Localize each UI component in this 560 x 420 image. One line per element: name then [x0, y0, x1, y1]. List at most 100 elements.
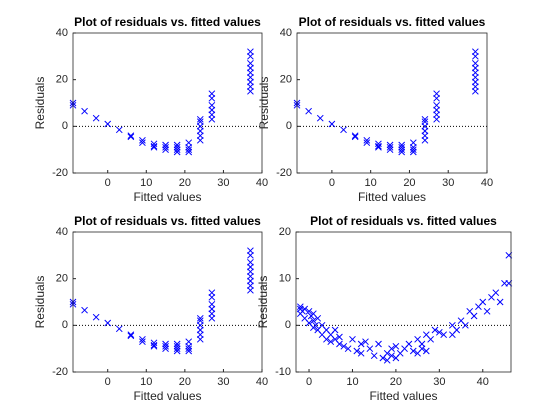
marker	[162, 146, 169, 154]
marker	[470, 312, 478, 320]
marker-stroke	[92, 313, 100, 321]
marker	[336, 333, 343, 341]
subplot-title: Plot of residuals vs. fitted values	[310, 214, 497, 228]
marker	[115, 126, 123, 134]
marker	[375, 142, 382, 150]
y-tick-label: 0	[285, 319, 291, 331]
marker-stroke	[150, 342, 158, 350]
x-tick-label: 40	[256, 376, 268, 388]
marker	[472, 48, 479, 56]
marker-stroke	[375, 340, 382, 348]
marker	[440, 331, 448, 339]
marker-stroke	[492, 289, 500, 297]
marker	[185, 148, 193, 156]
marker	[185, 146, 193, 154]
x-tick-label: 0	[329, 177, 335, 189]
marker	[483, 307, 491, 315]
marker-stroke	[421, 118, 429, 126]
marker	[296, 303, 304, 311]
marker-stroke	[296, 303, 304, 311]
marker-stroke	[340, 126, 347, 134]
marker	[127, 132, 135, 140]
marker-stroke	[375, 142, 382, 150]
marker-stroke	[196, 317, 204, 325]
marker	[310, 317, 317, 325]
marker-stroke	[386, 146, 394, 154]
marker	[398, 146, 406, 154]
marker-stroke	[479, 298, 487, 306]
marker	[139, 335, 146, 343]
marker-stroke	[104, 120, 112, 128]
marker	[340, 342, 348, 350]
subplot: 0 10 20 30 40 -20 0 20 40 Plot of residuals vs. f…	[33, 214, 268, 403]
marker	[435, 328, 443, 336]
marker	[92, 313, 100, 321]
marker	[127, 133, 135, 141]
marker-stroke	[472, 48, 479, 56]
marker-stroke	[392, 342, 400, 350]
marker	[305, 107, 312, 115]
marker	[433, 101, 440, 109]
y-tick-label: -20	[52, 366, 68, 378]
x-tick-label: 20	[179, 376, 191, 388]
marker-stroke	[405, 340, 413, 348]
marker	[398, 148, 406, 156]
marker	[392, 342, 400, 350]
marker	[353, 347, 361, 355]
marker	[196, 317, 204, 325]
marker	[312, 321, 319, 329]
marker-stroke	[483, 307, 491, 315]
marker	[340, 126, 347, 134]
marker-stroke	[353, 347, 361, 355]
axes-box	[72, 231, 263, 373]
marker	[427, 335, 435, 343]
marker	[421, 118, 429, 126]
marker	[409, 148, 417, 156]
marker-stroke	[127, 332, 135, 340]
marker-stroke	[351, 133, 359, 141]
marker-stroke	[139, 338, 146, 346]
marker-stroke	[422, 347, 430, 355]
x-tick-label: 20	[403, 177, 415, 189]
marker-stroke	[162, 345, 169, 353]
marker	[363, 139, 371, 147]
x-tick-label: 0	[306, 376, 312, 388]
marker-stroke	[323, 326, 330, 334]
marker	[375, 340, 382, 348]
marker-stroke	[115, 126, 123, 134]
y-tick-label: -10	[275, 366, 291, 378]
marker-stroke	[208, 289, 216, 297]
marker	[409, 146, 417, 154]
x-tick-label: 40	[477, 376, 489, 388]
marker-stroke	[386, 143, 394, 151]
marker	[305, 307, 313, 315]
marker	[127, 332, 135, 340]
x-axis-label: Fitted values	[369, 389, 437, 403]
marker-stroke	[173, 347, 181, 355]
marker-stroke	[414, 335, 421, 343]
x-tick-label: 30	[217, 376, 229, 388]
marker	[328, 120, 336, 128]
marker-stroke	[472, 59, 479, 67]
marker	[173, 345, 181, 353]
x-axis-label: Fitted values	[358, 190, 426, 204]
y-tick-label: -20	[52, 167, 68, 179]
marker-stroke	[310, 317, 317, 325]
x-tick-label: 20	[179, 177, 191, 189]
x-tick-label: 30	[433, 376, 445, 388]
marker-stroke	[127, 132, 135, 140]
marker	[208, 90, 216, 98]
marker-stroke	[357, 340, 365, 348]
marker-stroke	[327, 338, 335, 346]
marker	[127, 331, 135, 339]
subplot-title: Plot of residuals vs. fitted values	[299, 15, 486, 29]
marker	[344, 345, 352, 353]
marker-stroke	[127, 331, 135, 339]
y-tick-label: 0	[62, 120, 68, 132]
marker-stroke	[139, 139, 146, 147]
marker-stroke	[331, 326, 339, 334]
marker-stroke	[185, 146, 193, 154]
marker-stroke	[305, 107, 312, 115]
marker	[421, 115, 429, 123]
marker-stroke	[104, 319, 112, 327]
